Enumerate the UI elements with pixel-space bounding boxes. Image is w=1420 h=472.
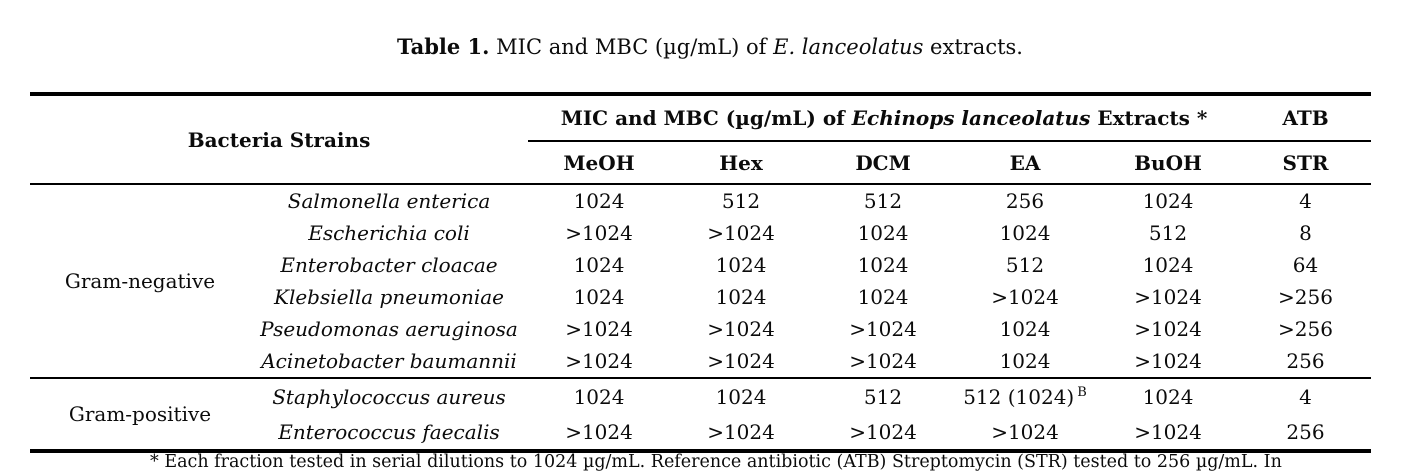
mic-value: >1024 <box>991 285 1059 309</box>
extracts-group-text-post: Extracts * <box>1090 106 1208 130</box>
mic-value: 256 <box>1286 419 1325 444</box>
column-header-buoh: BuOH <box>1096 141 1241 185</box>
mic-value: 4 <box>1299 189 1312 213</box>
table-row: Enterobacter cloacae 1024 1024 1024 512 1024 6… <box>30 249 1371 281</box>
mic-value: 8 <box>1299 221 1312 245</box>
column-group-extracts: MIC and MBC (µg/mL) of Echinops lanceola… <box>528 94 1241 142</box>
mic-value: 1024 <box>1142 253 1194 277</box>
mic-value: 512 <box>863 189 903 213</box>
mic-value: 64 <box>1292 253 1319 277</box>
header-row-columns: MeOH Hex DCM EA BuOH STR <box>30 141 1372 185</box>
mic-value: 512 (1024) B <box>954 377 1097 414</box>
mic-value: >1024 <box>707 349 775 373</box>
strain-name: Klebsiella pneumoniae <box>274 285 504 309</box>
mic-value: >1024 <box>849 349 917 373</box>
mic-value: >1024 <box>565 317 633 341</box>
mic-value: 1024 <box>528 377 671 414</box>
mic-value: >1024 <box>849 317 917 341</box>
mic-value: 1024 <box>999 317 1051 341</box>
mic-value: >1024 <box>1134 317 1202 341</box>
extracts-group-species: Echinops lanceolatus <box>851 106 1091 130</box>
column-header-meoh: MeOH <box>528 141 671 185</box>
mic-value: 512 <box>721 189 761 213</box>
mic-value: >1024 <box>565 349 633 373</box>
superscript-note: B <box>1077 384 1087 400</box>
mic-value: 1024 <box>857 221 909 245</box>
strain-name: Staphylococcus aureus <box>250 377 529 414</box>
mic-value: >1024 <box>707 221 775 245</box>
extracts-group-text-pre: MIC and MBC (µg/mL) of <box>560 106 852 130</box>
mic-value: 1024 <box>670 377 813 414</box>
table-caption-suffix: extracts. <box>923 35 1023 59</box>
strain-name: Acinetobacter baumannii <box>261 349 517 373</box>
mic-value: 1024 <box>573 285 625 309</box>
mic-value: 1024 <box>573 253 625 277</box>
mic-value: 512 <box>1148 221 1188 245</box>
mic-value: >1024 <box>1134 349 1202 373</box>
mic-value: 1024 <box>573 189 625 213</box>
table-row: Gram-negative Salmonella enterica 1024 512 5… <box>30 184 1371 293</box>
table-caption: Table 1. MIC and MBC (µg/mL) of E. lance… <box>0 34 1420 60</box>
table-row: Klebsiella pneumoniae 1024 1024 1024 >1024 >1… <box>30 281 1371 313</box>
mic-value: >256 <box>1278 317 1333 341</box>
column-group-atb: ATB <box>1240 94 1372 142</box>
table-caption-species: E. lanceolatus <box>773 35 924 59</box>
table-header: Bacteria Strains MIC and MBC (µg/mL) of … <box>30 94 1372 185</box>
table-body: Gram-negative Salmonella enterica 1024 512 5… <box>30 184 1372 451</box>
table-row: Escherichia coli >1024 >1024 1024 1024 512 8 <box>30 217 1371 249</box>
data-table-container: Bacteria Strains MIC and MBC (µg/mL) of … <box>30 92 1372 453</box>
table-caption-label: Table 1. <box>397 34 490 59</box>
mic-value: >1024 <box>849 419 917 444</box>
column-header-hex: Hex <box>670 141 813 185</box>
mic-value: >1024 <box>565 221 633 245</box>
mic-value: 1024 <box>857 253 909 277</box>
mic-value: 512 <box>1005 253 1045 277</box>
strain-name: Salmonella enterica <box>287 189 491 213</box>
mic-value: >1024 <box>1134 285 1202 309</box>
table-footnote: * Each fraction tested in serial dilutio… <box>150 452 1282 472</box>
mic-value: 4 <box>1240 377 1372 414</box>
table-caption-text: MIC and MBC (µg/mL) of <box>489 35 774 59</box>
mic-value: 256 <box>1005 189 1045 213</box>
mic-value: 1024 <box>1142 189 1194 213</box>
mic-value: >1024 <box>565 419 633 444</box>
group-label: Gram-negative <box>64 269 216 293</box>
mic-value: 1024 <box>999 349 1051 373</box>
column-header-bacteria-strains: Bacteria Strains <box>30 94 529 185</box>
column-header-dcm: DCM <box>812 141 955 185</box>
table-row: Enterococcus faecalis >1024 >1024 >1024 >102… <box>30 414 1371 451</box>
mic-value: 512 <box>812 377 955 414</box>
column-header-str: STR <box>1240 141 1372 185</box>
strain-name: Enterobacter cloacae <box>280 253 498 277</box>
strain-name: Pseudomonas aeruginosa <box>260 317 518 341</box>
table-row: Pseudomonas aeruginosa >1024 >1024 >1024 102… <box>30 313 1371 345</box>
mic-value: 1024 <box>999 221 1051 245</box>
mic-value: >1024 <box>991 419 1059 444</box>
column-header-ea: EA <box>954 141 1097 185</box>
mic-mbc-table: Bacteria Strains MIC and MBC (µg/mL) of … <box>30 92 1372 453</box>
table-row: Gram-positive Staphylococcus aureus 1024 10… <box>30 377 1372 451</box>
table-row: Acinetobacter baumannii >1024 >1024 >1024 10… <box>30 345 1371 378</box>
mic-value: >256 <box>1278 285 1333 309</box>
mic-value: 1024 <box>715 285 767 309</box>
mic-value: >1024 <box>707 317 775 341</box>
mic-value: 256 <box>1286 349 1325 373</box>
mic-value: >1024 <box>1134 419 1202 444</box>
strain-name: Enterococcus faecalis <box>278 419 500 444</box>
mic-value: >1024 <box>707 419 775 444</box>
mic-value: 1024 <box>857 285 909 309</box>
mic-value: 1024 <box>715 253 767 277</box>
mic-value: 1024 <box>1096 377 1241 414</box>
group-label: Gram-positive <box>30 377 250 451</box>
header-row-groups: Bacteria Strains MIC and MBC (µg/mL) of … <box>30 94 1372 185</box>
strain-name: Escherichia coli <box>308 221 470 245</box>
